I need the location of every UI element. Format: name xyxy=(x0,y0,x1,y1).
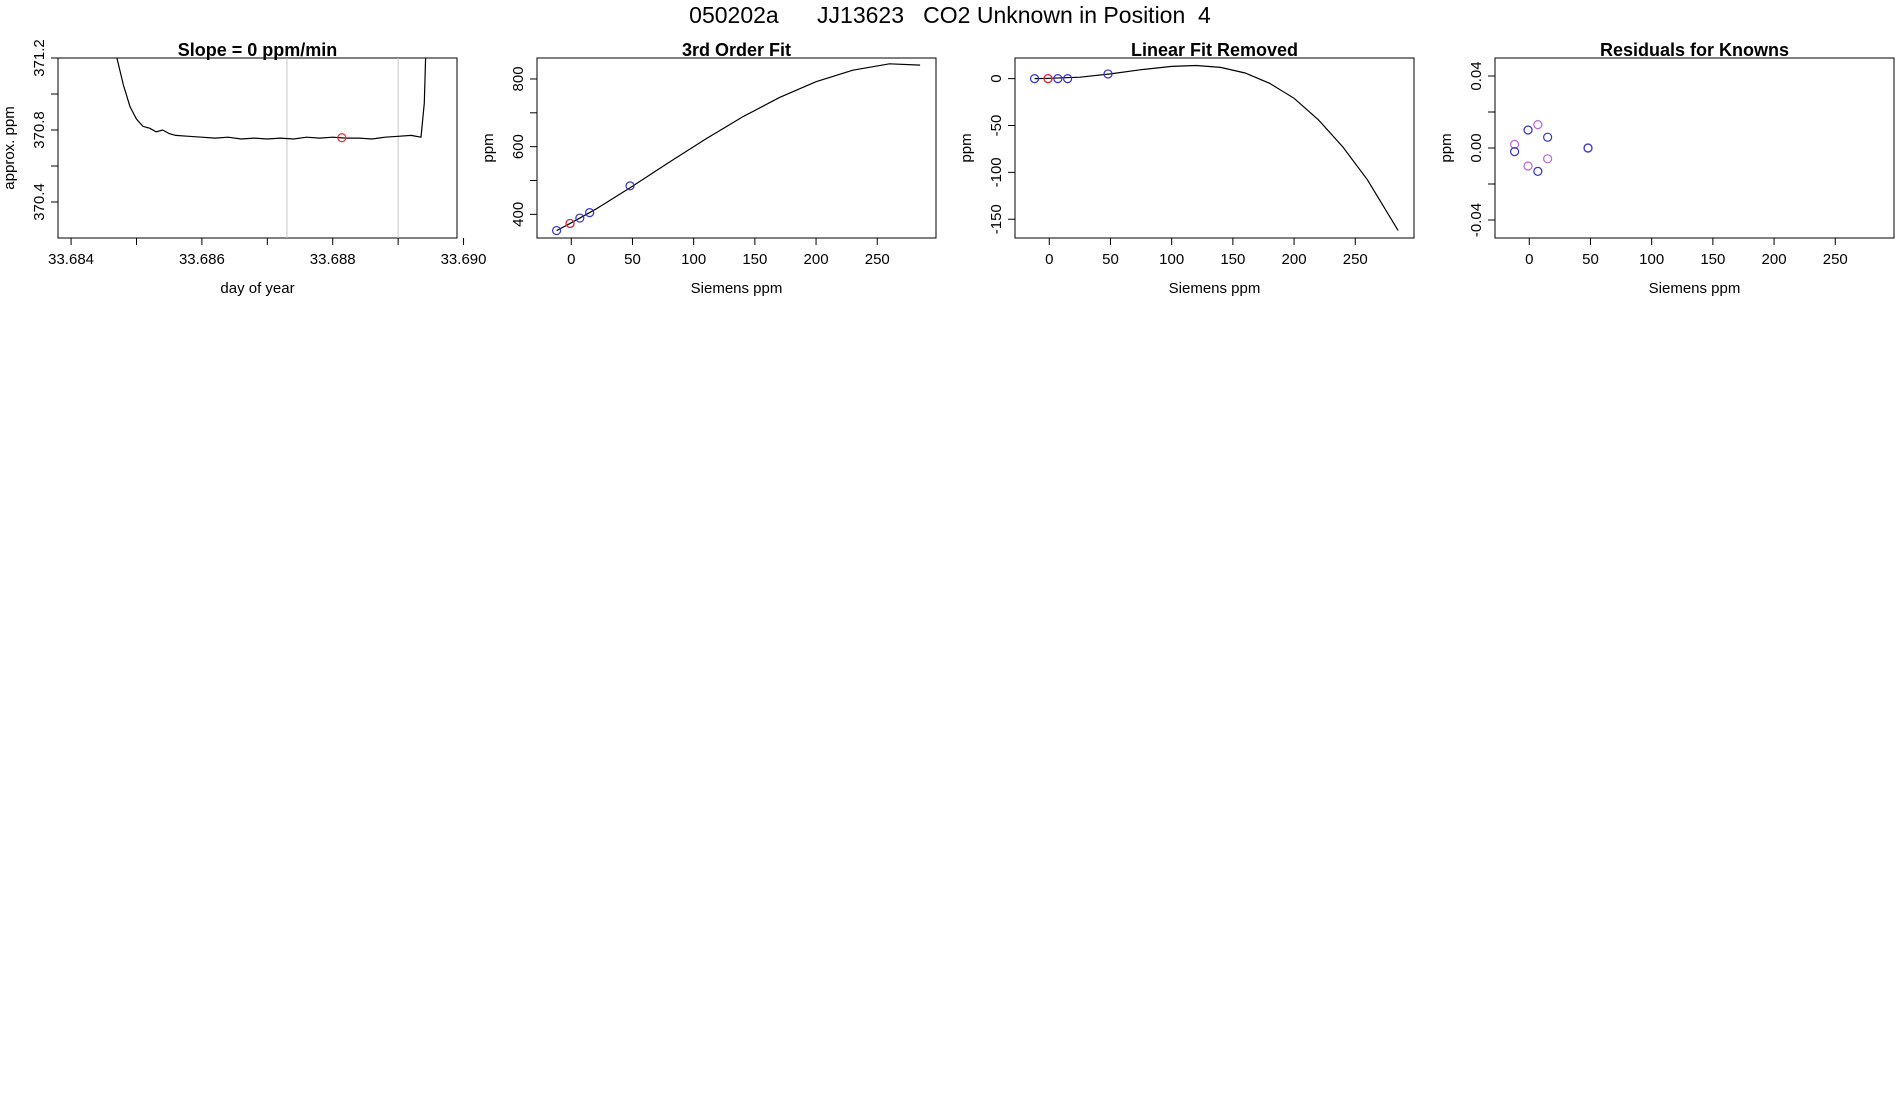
y-tick-label: 371.2 xyxy=(31,39,48,77)
chart-panel-3: Linear Fit Removed 0 50 100 150 200 250 0 -50 -10… xyxy=(958,40,1415,297)
y-tick-label: 0 xyxy=(988,74,1005,82)
chart-title: Slope = 0 ppm/min xyxy=(178,40,338,60)
chart-title: Residuals for Knowns xyxy=(1600,40,1789,60)
y-tick-label: 800 xyxy=(510,66,527,91)
y-axis-label: ppm xyxy=(480,133,497,162)
known-point xyxy=(575,213,585,223)
y-tick-label: 400 xyxy=(510,202,527,227)
x-axis-label: Siemens ppm xyxy=(1649,280,1741,297)
x-tick-label: 100 xyxy=(1159,251,1184,268)
x-tick-label: 200 xyxy=(1762,251,1787,268)
x-tick-label: 150 xyxy=(1220,251,1245,268)
y-axis-label: ppm xyxy=(958,133,975,162)
x-axis-label: Siemens ppm xyxy=(691,280,783,297)
series-line xyxy=(556,63,921,232)
y-tick-label: 370.4 xyxy=(31,183,48,221)
unknown-point xyxy=(565,218,575,229)
known-point xyxy=(585,208,595,218)
x-tick-label: 250 xyxy=(865,251,890,268)
x-axis-label: Siemens ppm xyxy=(1169,280,1261,297)
y-tick-label: 370.8 xyxy=(31,111,48,149)
known-point xyxy=(1029,74,1040,84)
known-point xyxy=(1583,143,1593,153)
x-tick-label: 33.686 xyxy=(179,251,225,268)
plot-frame xyxy=(1494,57,1895,239)
y-tick-label: 0.00 xyxy=(1468,133,1485,162)
x-tick-label: 150 xyxy=(742,251,767,268)
chart-panel-2: 3rd Order Fit 0 50 100 150 200 250 400 600 800 Sie… xyxy=(480,40,937,297)
y-axis-label: ppm xyxy=(1438,133,1455,162)
series-line xyxy=(116,58,427,140)
known-point xyxy=(1523,125,1533,135)
highlight-point xyxy=(337,133,347,143)
x-tick-label: 100 xyxy=(681,251,706,268)
known-point xyxy=(1543,132,1553,142)
plot-frame xyxy=(1014,57,1415,239)
unknown-point xyxy=(1043,74,1053,84)
page-title: 050202a JJ13623 CO2 Unknown in Position … xyxy=(689,2,1211,28)
y-tick-label: 0.04 xyxy=(1468,61,1485,90)
x-tick-label: 50 xyxy=(624,251,641,268)
x-tick-label: 0 xyxy=(1045,251,1053,268)
plot-frame xyxy=(57,57,458,239)
x-tick-label: 0 xyxy=(1525,251,1533,268)
known-point xyxy=(1103,69,1113,79)
y-tick-label: -0.04 xyxy=(1468,203,1485,237)
y-tick-label: -100 xyxy=(988,157,1005,187)
chart-panel-4: Residuals for Knowns 0 50 100 150 200 250 0.04 0… xyxy=(1438,40,1895,297)
x-tick-label: 33.688 xyxy=(310,251,356,268)
known-point xyxy=(625,181,635,191)
y-tick-label: -50 xyxy=(988,115,1005,137)
chart-title: Linear Fit Removed xyxy=(1131,40,1298,60)
x-tick-label: 33.690 xyxy=(441,251,487,268)
known-point xyxy=(1533,166,1543,176)
x-tick-label: 100 xyxy=(1639,251,1664,268)
residual-point-alt xyxy=(1533,119,1543,130)
residual-point-alt xyxy=(1509,139,1520,149)
x-tick-label: 50 xyxy=(1102,251,1119,268)
residual-point-alt xyxy=(1543,154,1553,164)
x-tick-label: 0 xyxy=(567,251,575,268)
chart-title: 3rd Order Fit xyxy=(682,40,791,60)
residual-point-alt xyxy=(1523,161,1533,171)
known-point xyxy=(1053,74,1063,84)
y-axis-label: approx. ppm xyxy=(1,106,18,189)
y-tick-label: -150 xyxy=(988,204,1005,234)
x-tick-label: 200 xyxy=(804,251,829,268)
x-tick-label: 33.684 xyxy=(48,251,94,268)
known-point xyxy=(551,225,562,236)
x-tick-label: 150 xyxy=(1700,251,1725,268)
chart-panel-1: Slope = 0 ppm/min 33.684 33.686 33.688 33.69… xyxy=(1,39,486,297)
x-tick-label: 200 xyxy=(1282,251,1307,268)
x-tick-label: 50 xyxy=(1582,251,1599,268)
y-tick-label: 600 xyxy=(510,134,527,159)
x-tick-label: 250 xyxy=(1343,251,1368,268)
x-tick-label: 250 xyxy=(1823,251,1848,268)
known-point xyxy=(1063,74,1073,84)
x-axis-label: day of year xyxy=(220,280,294,297)
known-point xyxy=(1509,147,1520,157)
series-line xyxy=(1034,64,1399,231)
plot-frame xyxy=(536,57,937,239)
